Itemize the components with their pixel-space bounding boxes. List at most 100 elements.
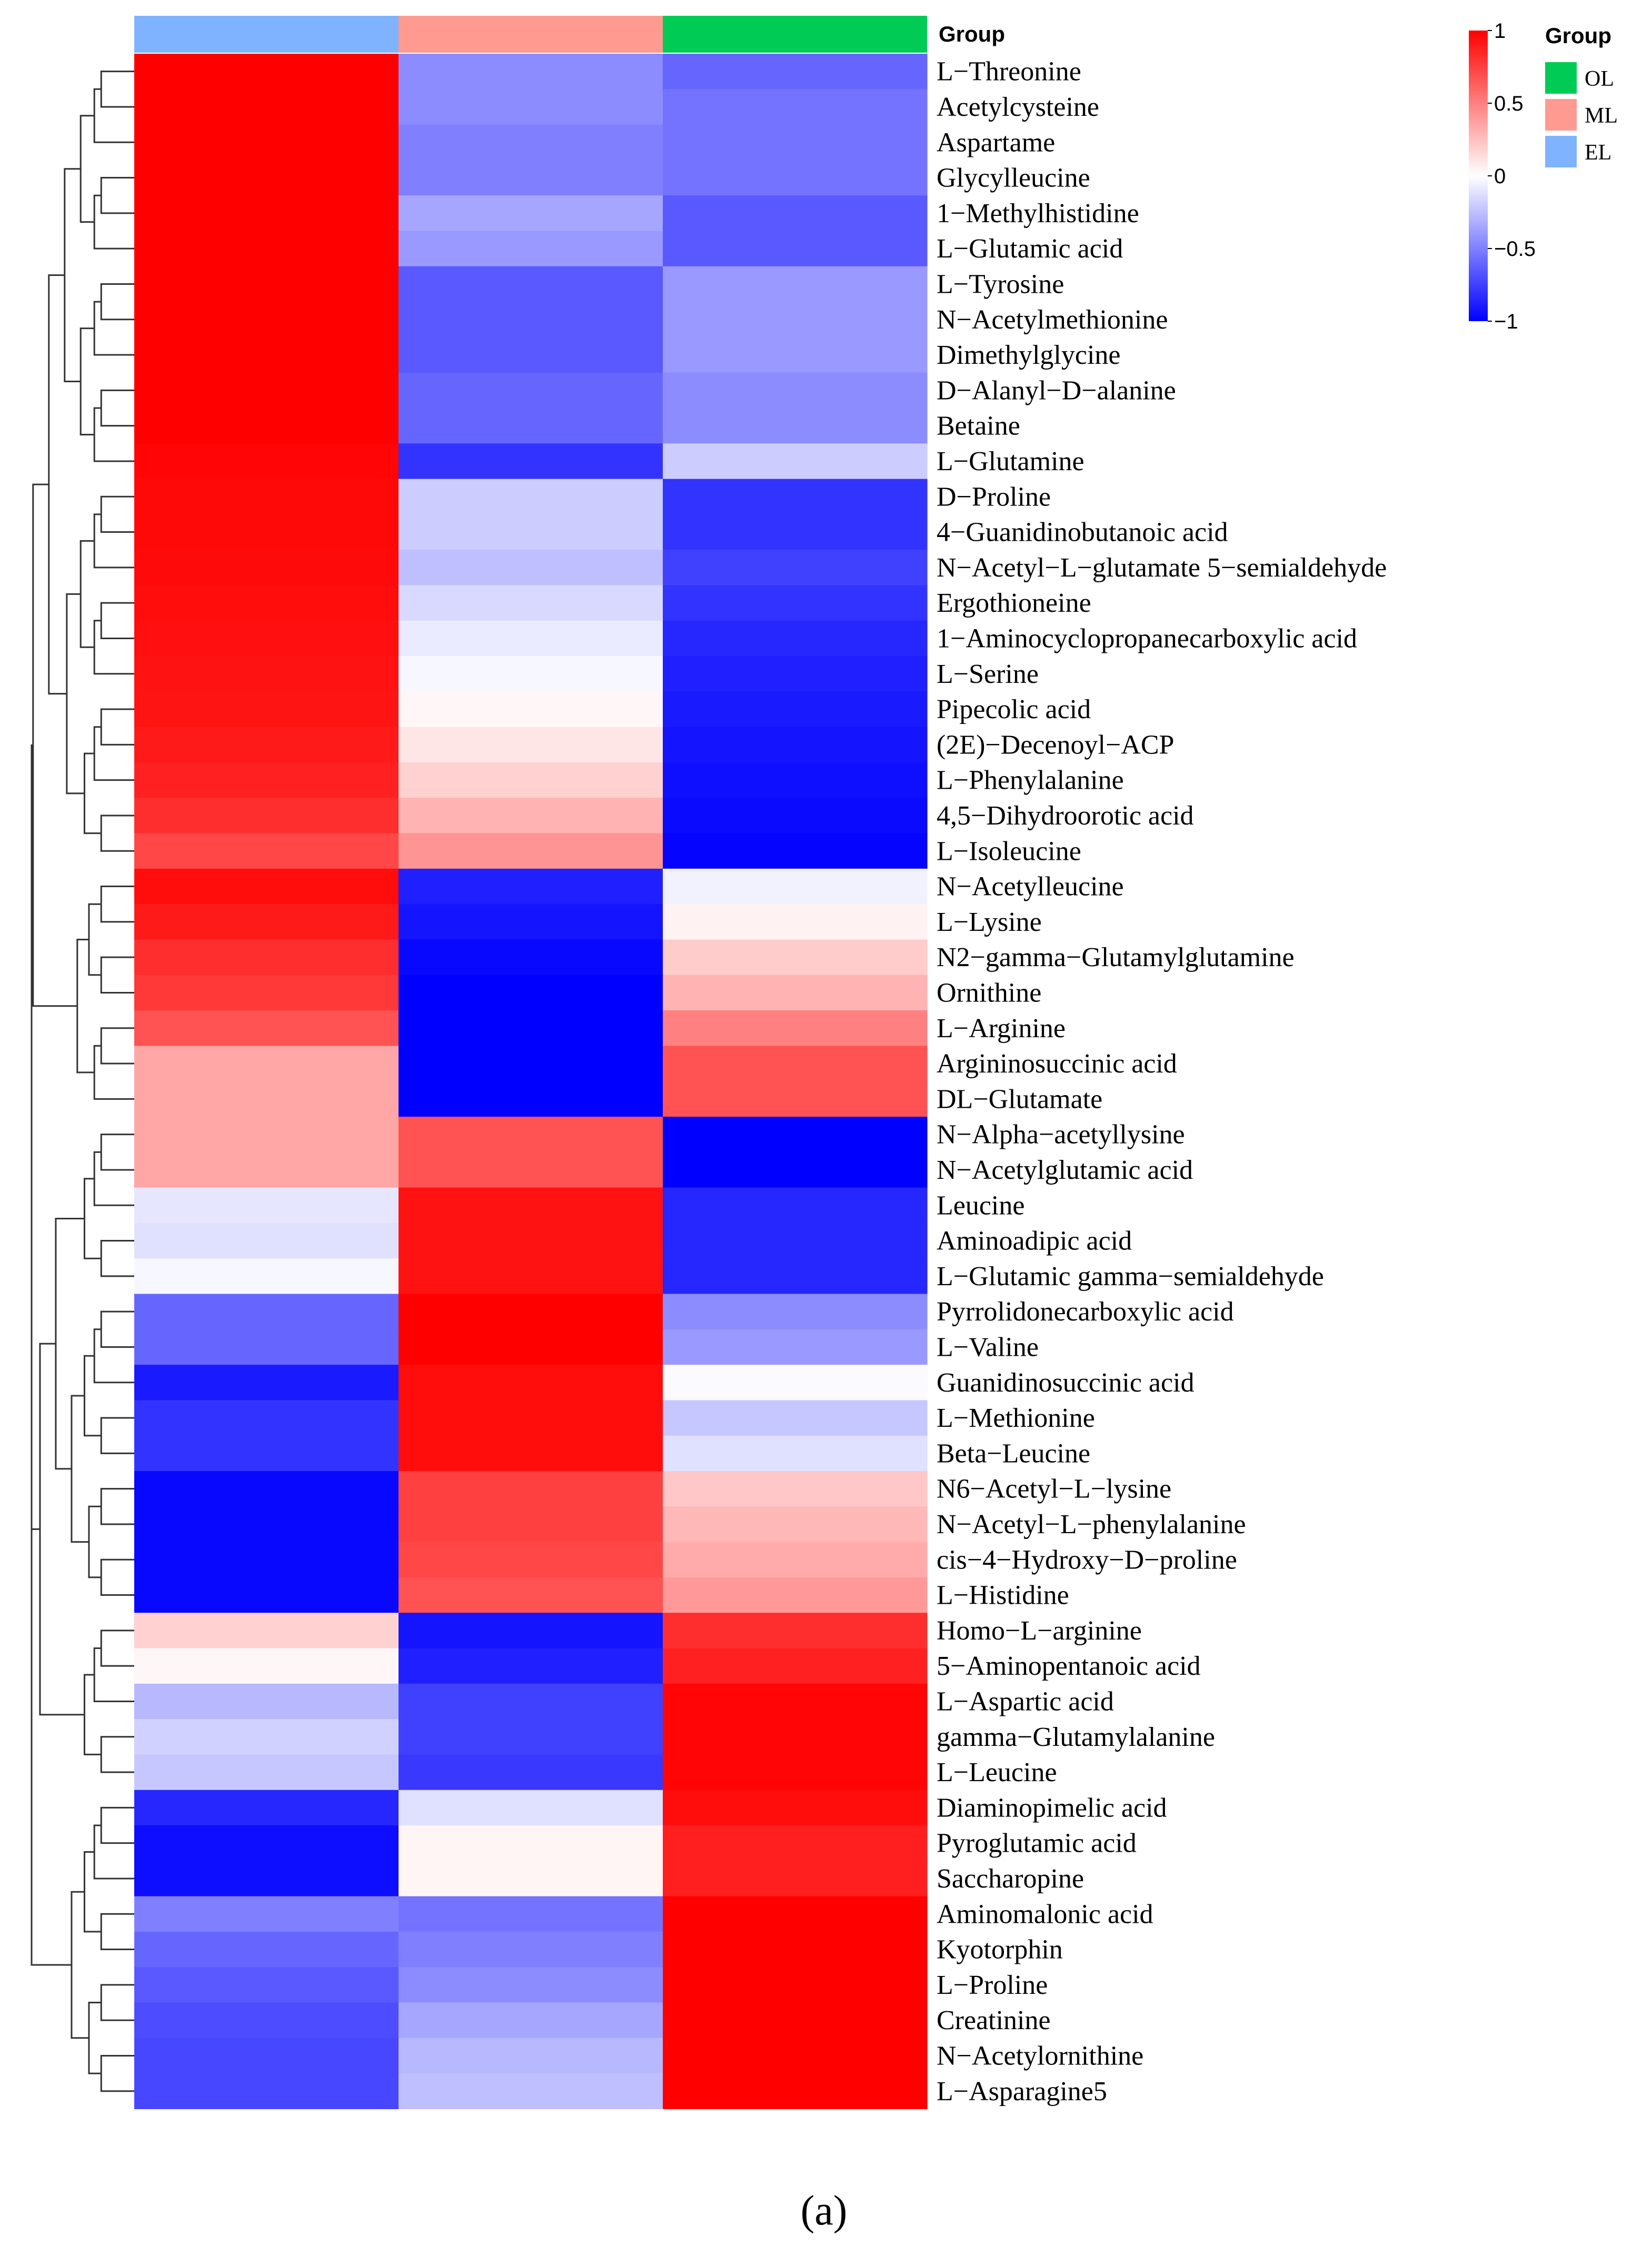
heatmap-cell [134,1506,399,1543]
heatmap-cell [134,2038,399,2074]
heatmap-cell [134,1931,399,1968]
heatmap-cell [399,1613,663,1649]
heatmap-cell [663,1258,928,1295]
heatmap-cell [399,231,663,267]
heatmap-cell [399,1152,663,1188]
heatmap-cell [399,479,663,515]
heatmap-cell [134,762,399,798]
heatmap-cell [663,1010,928,1046]
row-label: L−Leucine [937,1757,1057,1787]
heatmap-cell [399,550,663,586]
heatmap-cell [399,1577,663,1613]
heatmap-cell [663,1435,928,1472]
heatmap-cell [399,1223,663,1259]
heatmap-cell [663,337,928,373]
heatmap-cell [663,1613,928,1649]
heatmap-cell [663,1294,928,1330]
heatmap-cell [663,89,928,125]
heatmap-cell [134,372,399,409]
row-label: N−Acetyl−L−phenylalanine [937,1509,1246,1539]
heatmap-cell [663,1117,928,1153]
colorbar: 1 0.5 0 −0.5 −1 [1469,19,1536,333]
heatmap-cell [134,1613,399,1649]
row-label: Pyrrolidonecarboxylic acid [937,1297,1234,1327]
heatmap-cell [663,1081,928,1117]
heatmap-cell [134,1010,399,1046]
heatmap-cell [399,1365,663,1400]
heatmap-cell [663,160,928,196]
heatmap-cell [663,1329,928,1365]
heatmap-cell [399,691,663,728]
row-label: L−Histidine [937,1581,1069,1611]
row-label: L−Aspartic acid [937,1686,1114,1716]
row-label: N−Acetylmethionine [937,305,1168,335]
heatmap-cell [134,266,399,302]
heatmap-cell [134,89,399,125]
heatmap-cell [134,337,399,373]
row-label: N6−Acetyl−L−lysine [937,1474,1171,1504]
heatmap-cell [399,1046,663,1082]
heatmap-cell [663,620,928,657]
heatmap-cell [663,762,928,798]
row-label: Diaminopimelic acid [937,1793,1167,1823]
heatmap-cell [134,798,399,834]
annotation-ml [399,16,663,53]
heatmap-cell [663,1861,928,1897]
heatmap-cell [399,1117,663,1153]
row-label: N−Acetylornithine [937,2041,1143,2071]
row-label: Pipecolic acid [937,694,1091,724]
row-labels: L−Threonine Acetylcysteine Aspartame Glycyl… [937,57,1387,2107]
row-label: N−Acetylglutamic acid [937,1155,1193,1185]
heatmap-cell [399,195,663,232]
row-label: Aminomalonic acid [937,1899,1153,1929]
row-label: L−Tyrosine [937,269,1064,299]
row-label: L−Methionine [937,1403,1095,1433]
heatmap-cell [134,443,399,480]
heatmap-cell [663,408,928,444]
heatmap-cell [663,124,928,161]
heatmap-cell [134,1046,399,1082]
heatmap-cell [399,1648,663,1684]
row-label: Ornithine [937,978,1041,1008]
heatmap-cell [399,798,663,834]
heatmap-cell [399,1329,663,1365]
colorbar-tick-label: −1 [1494,310,1518,333]
heatmap-cell [134,1896,399,1932]
colorbar-tick-label: 0 [1494,165,1506,188]
legend-label: ML [1585,104,1618,128]
heatmap-cell [663,2002,928,2039]
dendrogram-branch [39,1343,85,1716]
heatmap-cell [134,904,399,940]
row-label: 4,5−Dihydroorotic acid [937,801,1194,831]
heatmap-cell [399,2002,663,2039]
heatmap-cell [663,302,928,337]
heatmap-cell [399,2038,663,2074]
legend-swatch-el [1545,136,1577,167]
legend-title: Group [1545,23,1611,48]
legend-label: OL [1585,67,1614,91]
heatmap-cell [399,1790,663,1826]
row-label: L−Arginine [937,1014,1066,1044]
heatmap-cell [663,656,928,692]
row-label: Ergothioneine [937,588,1091,618]
heatmap-cell [399,1010,663,1046]
row-label: DL−Glutamate [937,1084,1102,1114]
heatmap-cell [134,195,399,232]
heatmap-cell [134,160,399,196]
row-label: Dimethylglycine [937,340,1120,370]
heatmap-cell [663,798,928,834]
heatmap-cell [134,1825,399,1861]
heatmap-cell [134,868,399,905]
row-label: Aspartame [937,127,1055,157]
row-label: Creatinine [937,2005,1051,2035]
colorbar-tick-label: 0.5 [1494,92,1524,115]
heatmap-cell [134,1577,399,1613]
heatmap-cell [399,656,663,692]
row-label: L−Proline [937,1970,1048,2000]
heatmap-cell [663,868,928,905]
heatmap-cell [134,2002,399,2039]
heatmap-cell [663,1400,928,1436]
heatmap-cell [399,585,663,621]
row-label: L−Isoleucine [937,836,1081,866]
legend-label: EL [1585,141,1611,165]
